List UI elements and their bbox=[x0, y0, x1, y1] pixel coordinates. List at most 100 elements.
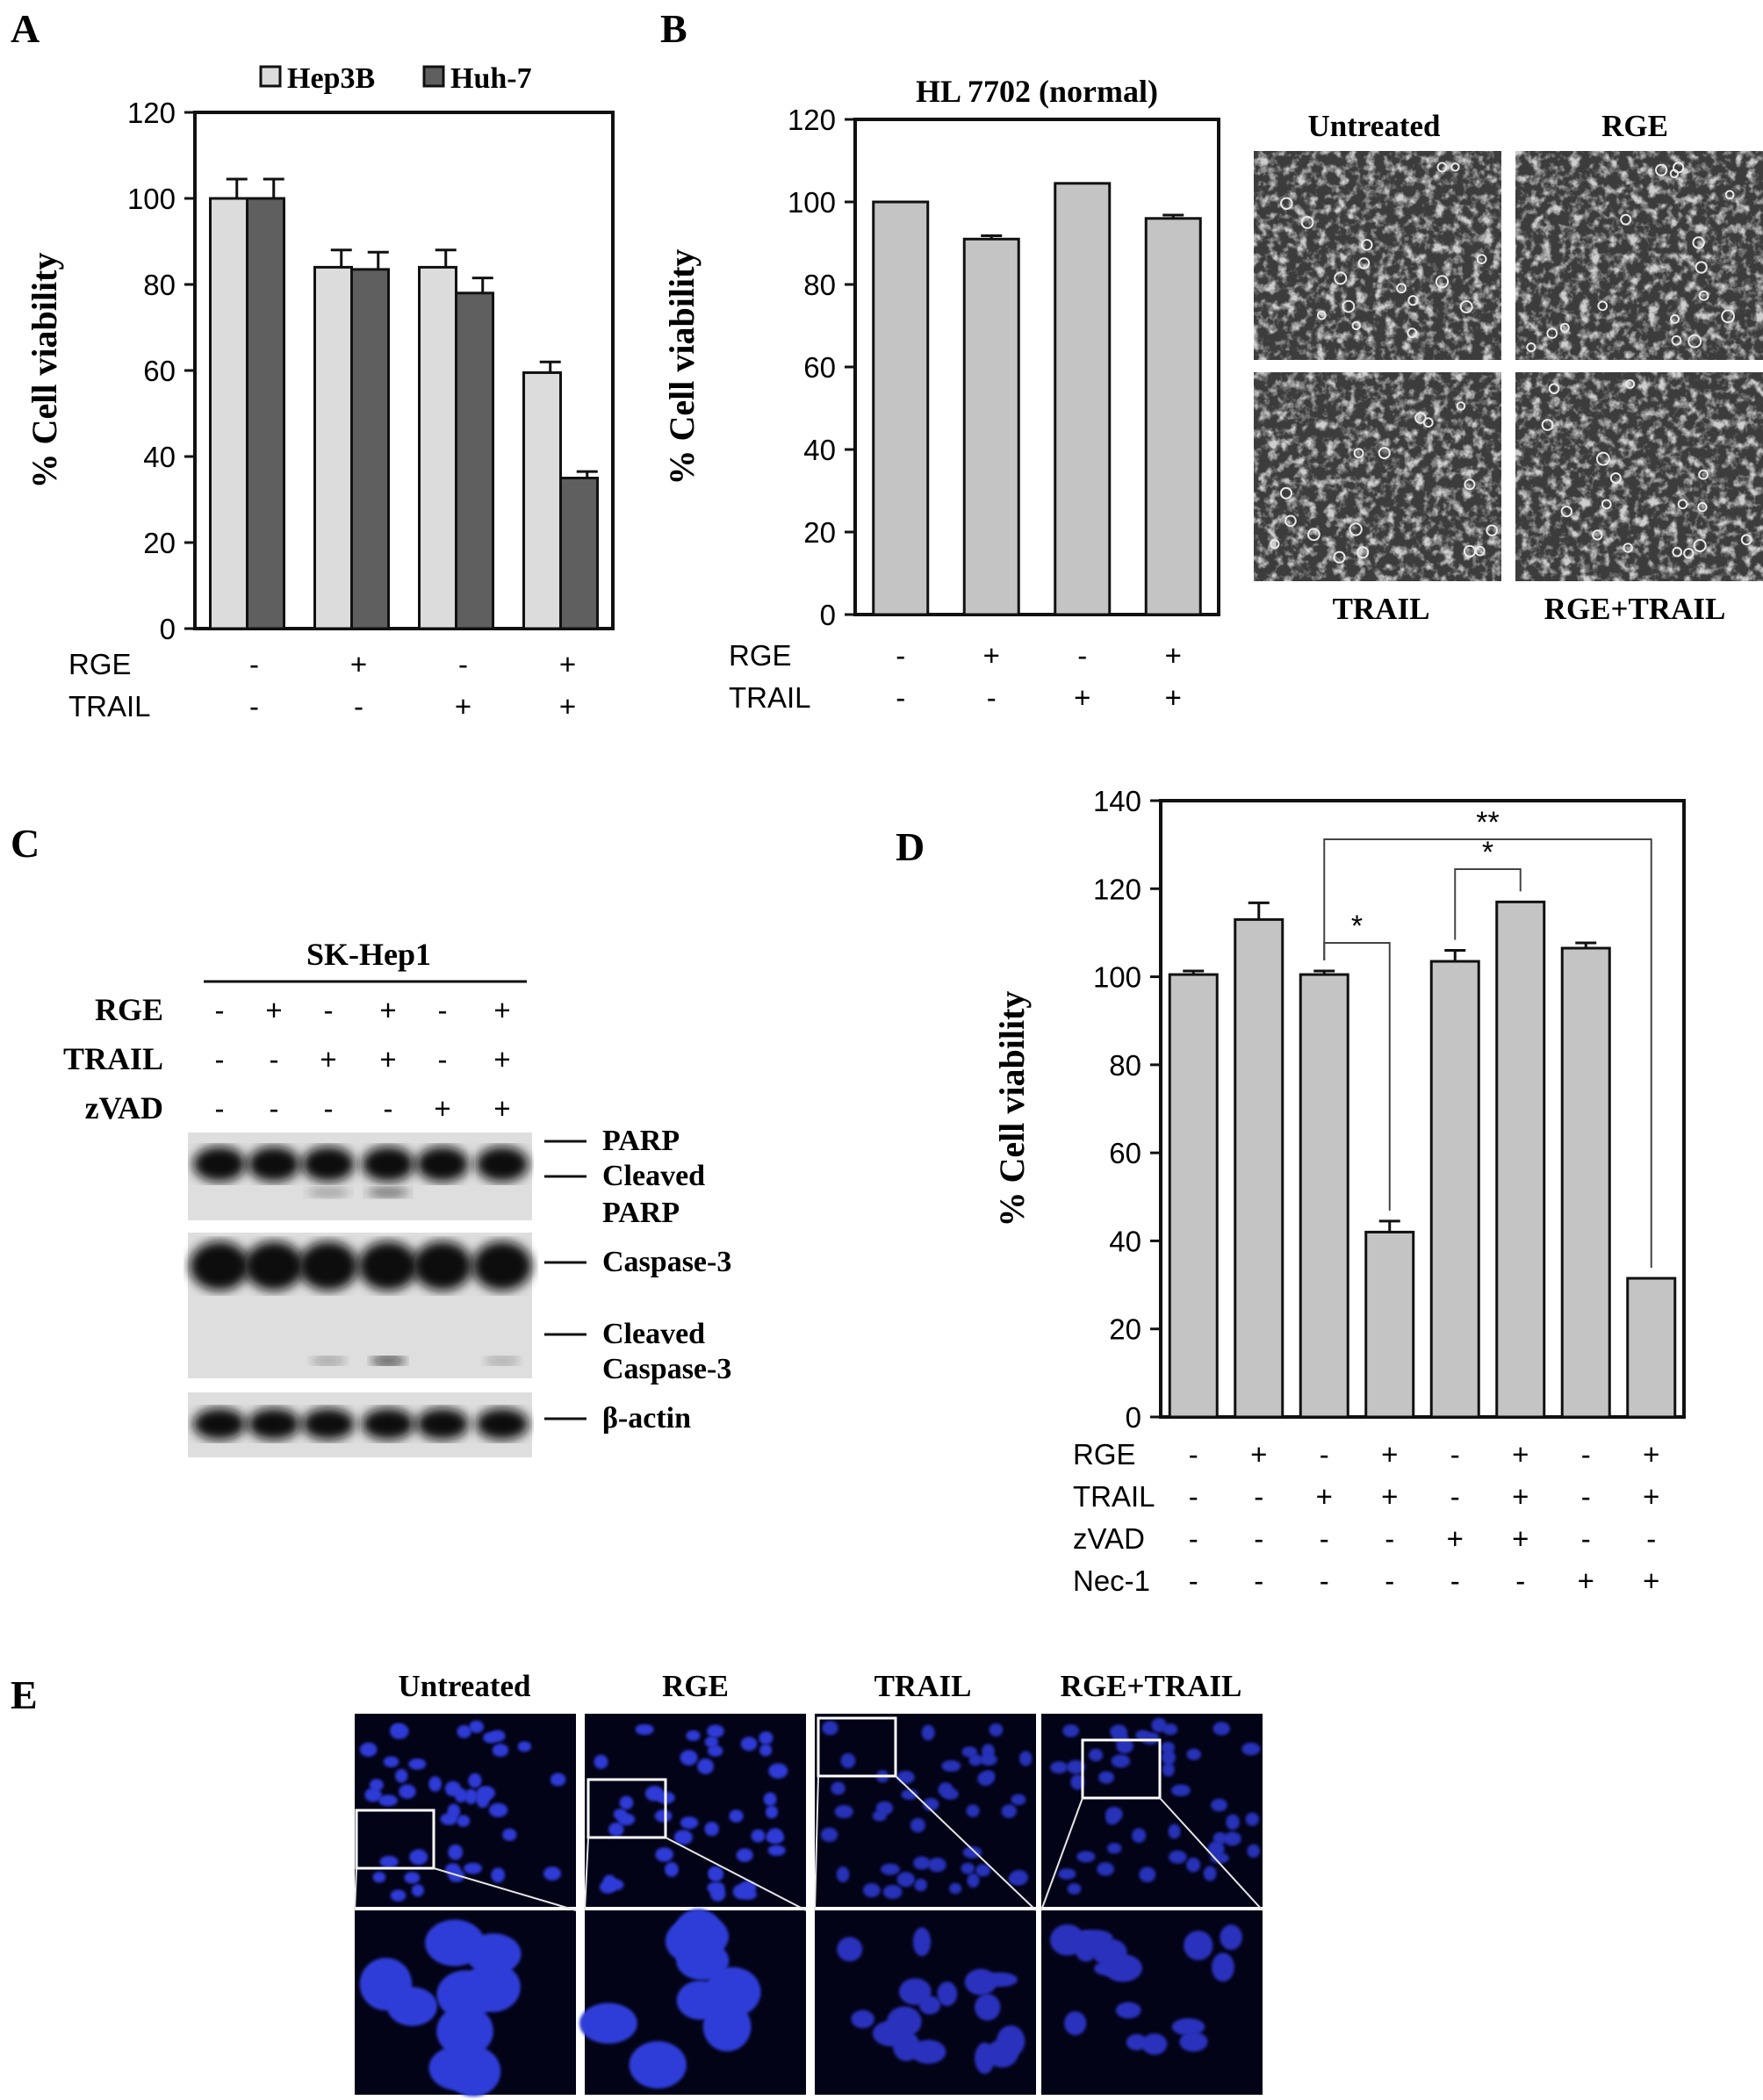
band-label: PARP bbox=[602, 1125, 680, 1157]
condition-symbol: - bbox=[1254, 1522, 1263, 1555]
nucleus-zoom bbox=[436, 2005, 493, 2057]
nucleus-zoom bbox=[386, 1987, 437, 2026]
cell-highlight bbox=[1463, 544, 1477, 558]
significance-label: * bbox=[1482, 836, 1493, 869]
bar bbox=[455, 291, 494, 630]
cell-highlight bbox=[1595, 451, 1610, 466]
cell-highlight bbox=[1548, 383, 1560, 395]
y-axis-label: % Cell viability bbox=[992, 991, 1032, 1227]
nucleus bbox=[975, 1864, 991, 1877]
bar bbox=[522, 370, 562, 630]
condition-symbol: + bbox=[350, 648, 367, 680]
cell-highlight bbox=[1669, 169, 1680, 178]
nucleus bbox=[364, 1787, 382, 1802]
condition-label: RGE bbox=[68, 648, 132, 680]
condition-symbol: - bbox=[1581, 1480, 1591, 1513]
nucleus bbox=[369, 1779, 384, 1792]
cell-highlight bbox=[1459, 299, 1473, 313]
y-axis-label: % Cell viability bbox=[662, 249, 702, 485]
band-cleaved-parp bbox=[307, 1187, 349, 1197]
nucleus-zoom bbox=[1184, 1931, 1213, 1960]
panel-e-fluorescence: Untreated RGE TRAIL RGE+TRAIL bbox=[354, 1669, 1263, 2097]
condition-symbol: - bbox=[1385, 1522, 1394, 1555]
cell-highlight bbox=[1349, 522, 1363, 536]
nucleus bbox=[448, 1844, 464, 1860]
panel-label-e: E bbox=[11, 1672, 38, 1717]
condition-symbol: - bbox=[1320, 1438, 1329, 1471]
nucleus bbox=[1168, 1823, 1181, 1839]
y-tick-label: 60 bbox=[803, 351, 836, 384]
nucleus-zoom bbox=[1171, 2017, 1205, 2036]
micrograph-label-rge-trail: RGE+TRAIL bbox=[1544, 592, 1726, 626]
condition-symbol: - bbox=[1189, 1480, 1198, 1513]
blot-condition-symbol: - bbox=[270, 1092, 279, 1125]
bar bbox=[1299, 973, 1349, 1419]
nucleus bbox=[962, 1846, 982, 1859]
chart-d: 0 20 40 60 80 100 120 140 % Cell viability - - - - + -… bbox=[992, 785, 1686, 1597]
micrograph-label-trail: TRAIL bbox=[1333, 592, 1430, 626]
nucleus bbox=[927, 1857, 946, 1873]
nucleus bbox=[736, 1848, 753, 1862]
nucleus bbox=[483, 1731, 499, 1744]
nucleus bbox=[831, 1781, 846, 1795]
cell-highlight bbox=[1464, 478, 1476, 491]
legend-label: Huh-7 bbox=[450, 62, 532, 95]
nucleus bbox=[1011, 1794, 1026, 1806]
cell-highlight bbox=[1670, 313, 1680, 324]
cell-highlight bbox=[1342, 299, 1356, 313]
nucleus bbox=[822, 1721, 838, 1736]
nucleus bbox=[707, 1881, 725, 1895]
cell-highlight bbox=[1623, 543, 1633, 553]
nucleus bbox=[896, 1872, 915, 1888]
nucleus bbox=[1066, 1759, 1086, 1774]
nucleus-zoom bbox=[1103, 1954, 1142, 1982]
nucleus bbox=[464, 1788, 479, 1805]
cell-highlight bbox=[1609, 471, 1622, 485]
nucleus bbox=[704, 1736, 719, 1748]
nucleus bbox=[732, 1884, 748, 1899]
condition-symbol: + bbox=[1512, 1522, 1529, 1555]
nucleus bbox=[1151, 1717, 1167, 1733]
nucleus bbox=[1207, 1841, 1225, 1858]
blot-condition-symbol: - bbox=[384, 1092, 393, 1125]
zoom-box bbox=[355, 1809, 435, 1870]
y-tick-label: 0 bbox=[1126, 1401, 1141, 1434]
nucleus bbox=[1097, 1862, 1115, 1876]
bar bbox=[1144, 217, 1202, 616]
y-tick-label: 120 bbox=[788, 104, 836, 136]
condition-symbol: - bbox=[1581, 1438, 1591, 1471]
zoom-connector bbox=[584, 1837, 589, 1911]
nucleus bbox=[594, 1754, 608, 1769]
cell-highlight bbox=[1546, 327, 1558, 340]
cell-highlight bbox=[1677, 499, 1688, 510]
nucleus bbox=[404, 1872, 421, 1884]
cell-highlight bbox=[1284, 514, 1297, 528]
condition-symbol: + bbox=[1578, 1564, 1594, 1597]
condition-symbol: - bbox=[1515, 1564, 1525, 1597]
cell-highlight bbox=[1597, 300, 1608, 312]
micrograph-texture bbox=[1515, 372, 1763, 581]
band-parp bbox=[248, 1147, 300, 1182]
nucleus bbox=[680, 1750, 698, 1766]
condition-symbol: - bbox=[249, 648, 259, 680]
bar bbox=[350, 268, 390, 630]
condition-symbol: - bbox=[1450, 1480, 1460, 1513]
nucleus bbox=[395, 1769, 408, 1783]
nucleus-zoom bbox=[1220, 1924, 1242, 1951]
nucleus bbox=[390, 1889, 407, 1902]
cell-highlight bbox=[1740, 534, 1752, 546]
condition-symbol: - bbox=[458, 648, 468, 680]
band-caspase-3 bbox=[413, 1241, 472, 1291]
band-parp bbox=[416, 1147, 469, 1182]
nucleus-zoom bbox=[579, 2003, 637, 2044]
nucleus bbox=[1132, 1828, 1147, 1844]
nucleus bbox=[457, 1815, 471, 1827]
nucleus bbox=[968, 1753, 982, 1766]
band-cleaved-caspase-3 bbox=[371, 1356, 406, 1365]
nucleus bbox=[768, 1763, 788, 1779]
panel-b-micrographs: Untreated RGE TRAIL RGE+TRAIL bbox=[1254, 109, 1763, 626]
zoom-connector bbox=[814, 1775, 819, 1911]
nucleus bbox=[763, 1792, 777, 1807]
nucleus bbox=[840, 1753, 856, 1769]
